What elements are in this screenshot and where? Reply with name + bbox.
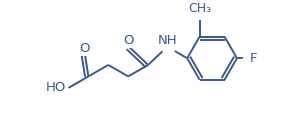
- Text: NH: NH: [157, 34, 177, 47]
- Text: HO: HO: [45, 81, 66, 94]
- Text: F: F: [249, 52, 257, 65]
- Text: CH₃: CH₃: [188, 2, 211, 15]
- Text: O: O: [124, 34, 134, 47]
- Text: O: O: [80, 42, 90, 55]
